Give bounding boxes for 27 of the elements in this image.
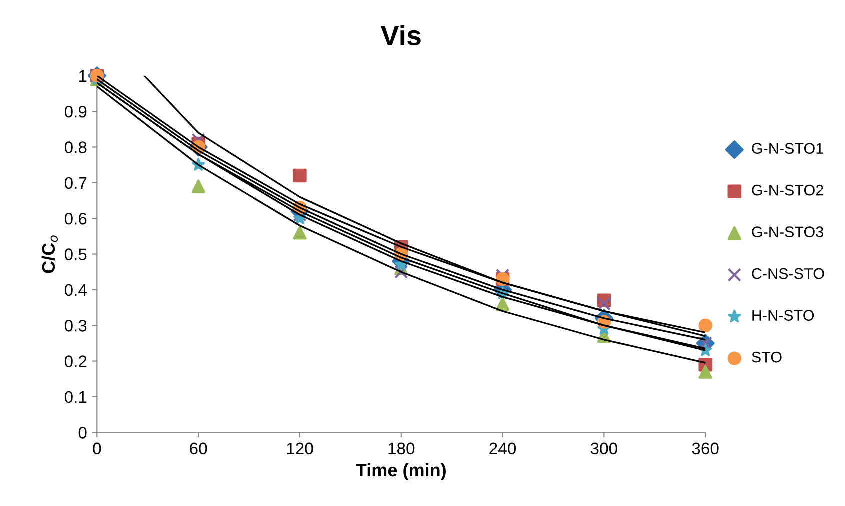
y-tick-label: 0.2 (64, 356, 87, 368)
y-tick-label: 0.8 (64, 142, 87, 154)
chart-title: Vis (380, 25, 421, 46)
x-tick-label: 300 (590, 442, 618, 455)
x-tick-label: 60 (190, 442, 208, 455)
y-tick-label: 0.9 (64, 106, 87, 118)
legend-label: H-N-STO (752, 310, 814, 321)
x-tick-label: 0 (93, 442, 102, 455)
y-tick-label: 0.6 (64, 212, 87, 225)
y-tick-label: 0.1 (64, 391, 87, 404)
legend-label: C-NS-STO (752, 268, 824, 280)
legend-label: G-N-STO3 (752, 226, 824, 238)
x-axis-title: Time (min) (356, 463, 446, 480)
y-tick-label: 0.4 (64, 284, 87, 296)
y-tick-label: 0.3 (64, 320, 87, 332)
y-axis-title: C/C$_{o}$ (42, 236, 58, 274)
y-tick-label: 0 (78, 427, 87, 439)
legend-label: G-N-STO1 (752, 143, 824, 154)
x-tick-label: 360 (692, 442, 719, 455)
x-tick-label: 240 (490, 442, 516, 455)
y-tick-label: 0.5 (64, 248, 87, 260)
x-tick-label: 180 (388, 442, 415, 455)
y-tick-label: 1 (79, 70, 87, 82)
legend-label: STO (752, 352, 782, 363)
y-tick-label: 0.7 (64, 177, 87, 190)
legend-label: G-N-STO2 (752, 184, 824, 196)
x-tick-label: 120 (287, 442, 314, 455)
